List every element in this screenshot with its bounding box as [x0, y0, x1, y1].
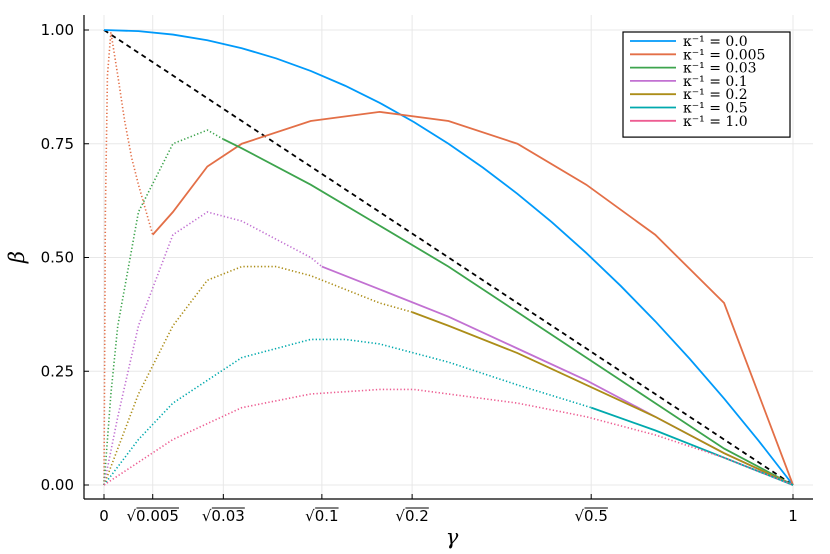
- legend-label: κ⁻¹ = 0.2: [683, 87, 748, 103]
- x-tick-label: √0.1: [305, 507, 338, 525]
- series-0: [103, 29, 794, 486]
- x-tick-label: 0: [99, 507, 109, 525]
- x-tick-label: √0.005: [126, 507, 179, 525]
- series-dotted-segment: [103, 129, 224, 486]
- series-4: [103, 265, 794, 486]
- series-dotted-segment: [103, 211, 323, 486]
- series-solid-segment: [152, 110, 794, 486]
- legend-label: κ⁻¹ = 0.0: [683, 34, 748, 50]
- series-dotted-segment: [103, 388, 794, 486]
- x-tick-label: 1: [788, 507, 798, 525]
- legend-label: κ⁻¹ = 0.5: [683, 101, 748, 117]
- series-1: [103, 32, 794, 486]
- series-dotted-segment: [103, 338, 592, 486]
- legend-label: κ⁻¹ = 0.005: [683, 47, 765, 63]
- series-solid-segment: [222, 138, 794, 486]
- series-5: [103, 338, 794, 486]
- legend-label: κ⁻¹ = 1.0: [683, 114, 748, 130]
- y-axis-label: β: [5, 251, 29, 264]
- y-tick-label: 0.75: [41, 135, 74, 153]
- legend-box: [622, 31, 791, 138]
- x-axis-label: γ: [446, 525, 459, 549]
- series-solid-segment: [411, 311, 794, 486]
- reference-line: [103, 29, 794, 486]
- series-solid-segment: [103, 29, 794, 486]
- y-tick-label: 1.00: [41, 21, 74, 39]
- y-tick-label: 0.50: [41, 249, 74, 267]
- series-dotted-segment: [103, 32, 154, 486]
- reference-line-group: [103, 29, 794, 486]
- y-tick-label: 0.25: [41, 362, 74, 380]
- x-ticks: 0 √0.005 √0.03 √0.1 √0.2 √0.5 1: [99, 494, 798, 525]
- y-tick-label: 0.00: [41, 476, 74, 494]
- series-2: [103, 129, 794, 486]
- x-tick-label: √0.2: [395, 507, 428, 525]
- plot-area: [103, 29, 794, 486]
- x-tick-label: √0.03: [202, 507, 245, 525]
- legend-label: κ⁻¹ = 0.03: [683, 61, 757, 77]
- x-tick-label: √0.5: [574, 507, 607, 525]
- series-solid-segment: [590, 406, 794, 486]
- series-6: [103, 388, 794, 486]
- y-ticks: 0.00 0.25 0.50 0.75 1.00: [41, 21, 89, 494]
- legend-label: κ⁻¹ = 0.1: [683, 74, 748, 90]
